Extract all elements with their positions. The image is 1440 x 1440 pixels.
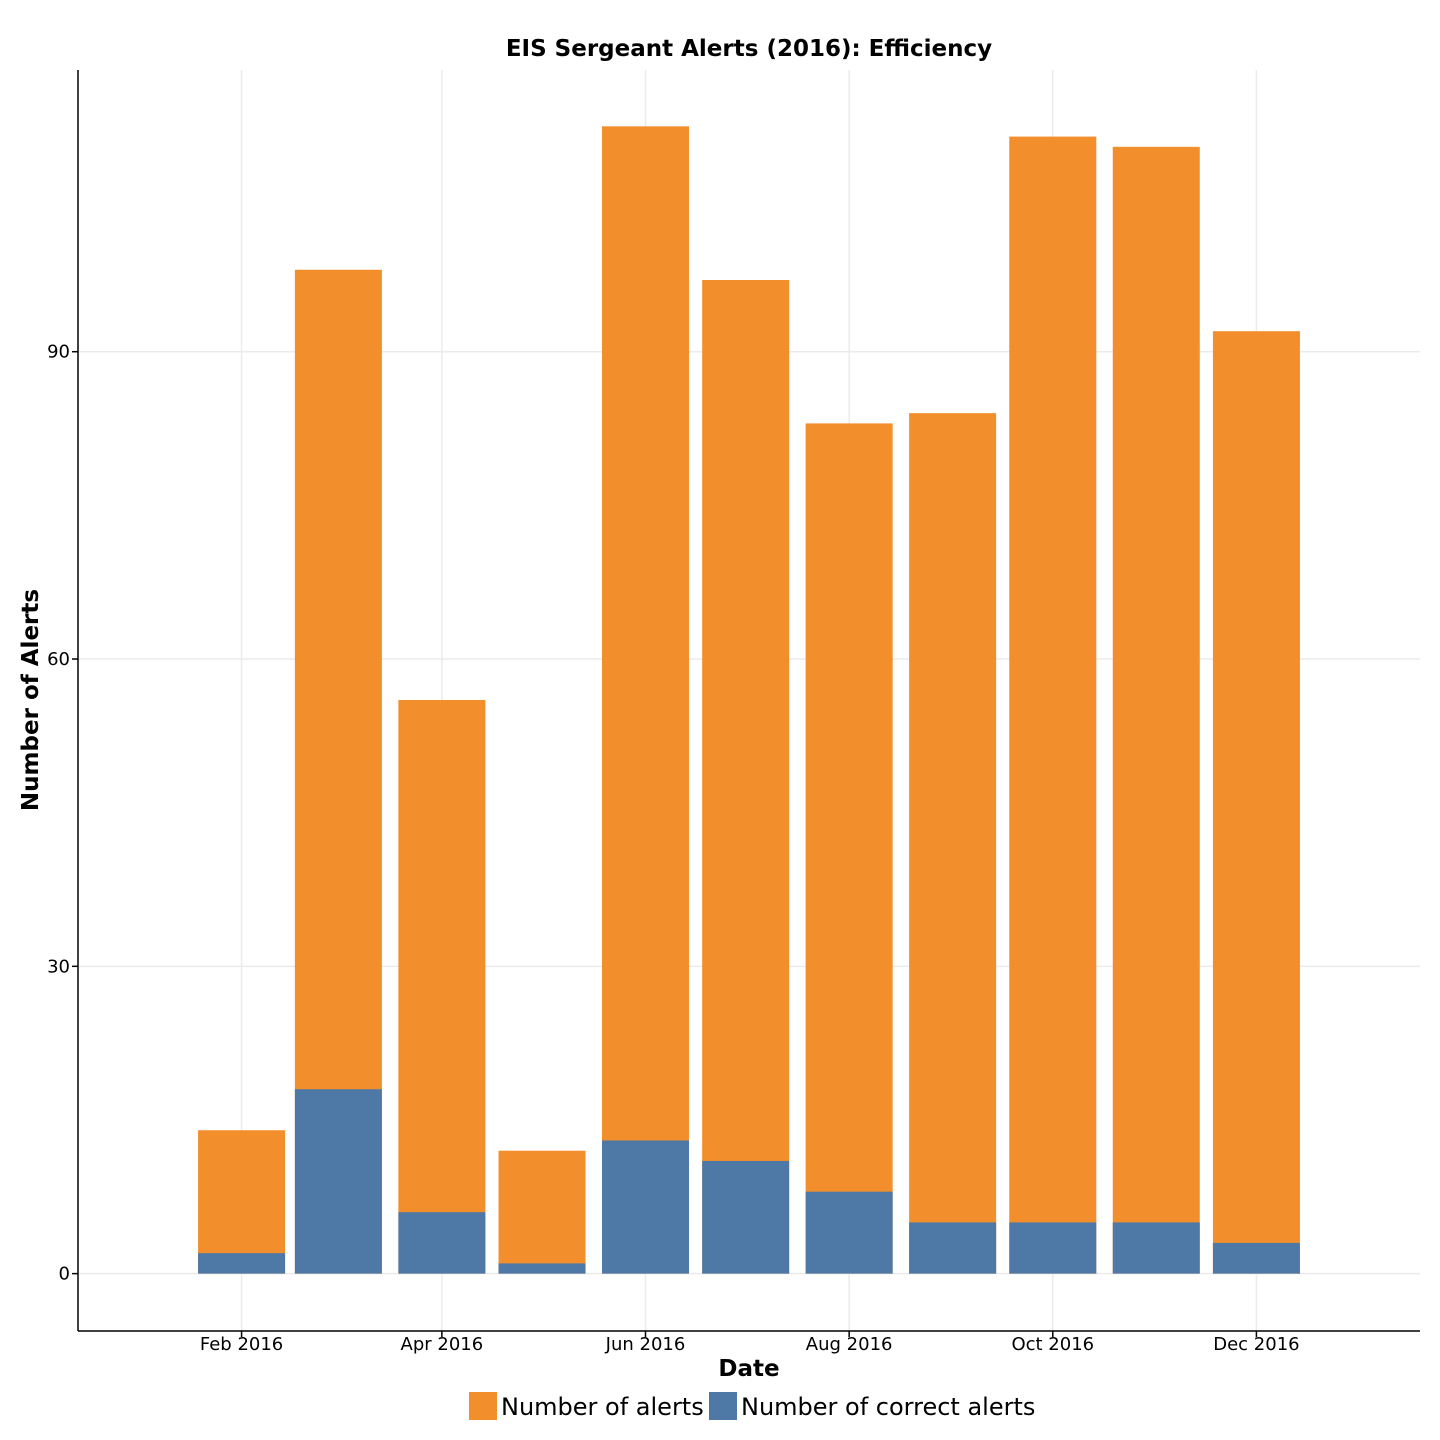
x-tick-label: Jun 2016 [605, 1334, 686, 1355]
bar-number-of-alerts [398, 699, 486, 1274]
x-axis-label: Date [718, 1356, 779, 1382]
bar-number-of-alerts [198, 1130, 286, 1274]
bar-number-of-alerts [1112, 146, 1200, 1274]
x-tick-label: Feb 2016 [200, 1334, 283, 1355]
y-tick-label: 60 [47, 649, 70, 670]
y-tick-label: 90 [47, 342, 70, 363]
bar-number-of-correct-alerts [294, 1089, 382, 1274]
legend: Number of alerts Number of correct alerts [469, 1392, 1035, 1421]
chart-title: EIS Sergeant Alerts (2016): Efficiency [506, 36, 992, 62]
y-tick-label: 0 [59, 1264, 70, 1285]
bar-number-of-correct-alerts [398, 1212, 486, 1274]
bar-number-of-correct-alerts [702, 1160, 790, 1274]
legend-label: Number of correct alerts [741, 1393, 1035, 1421]
bar-number-of-correct-alerts [1212, 1242, 1300, 1274]
bar-number-of-correct-alerts [602, 1140, 690, 1274]
bar-number-of-alerts [805, 423, 893, 1274]
x-tick-label: Apr 2016 [401, 1334, 484, 1355]
y-tick-label: 30 [47, 956, 70, 977]
bar-number-of-correct-alerts [1112, 1222, 1200, 1274]
x-tick-label: Aug 2016 [806, 1334, 893, 1355]
y-axis-label: Number of Alerts [18, 589, 44, 811]
bar-number-of-alerts [602, 126, 690, 1274]
legend-swatch [469, 1392, 497, 1420]
x-tick-label: Dec 2016 [1213, 1334, 1299, 1355]
bar-number-of-correct-alerts [909, 1222, 997, 1274]
axes: 0 30 60 90 Feb 2016 Apr 2016 Jun 2016 Aug 2016 O… [47, 70, 1420, 1355]
bar-number-of-alerts [1212, 331, 1300, 1274]
legend-label: Number of alerts [501, 1393, 704, 1421]
legend-swatch [709, 1392, 737, 1420]
bar-number-of-alerts [702, 279, 790, 1274]
bar-number-of-alerts [498, 1150, 586, 1274]
bar-number-of-alerts [909, 413, 997, 1274]
bar-number-of-correct-alerts [1009, 1222, 1097, 1274]
bars [198, 126, 1300, 1274]
bar-number-of-correct-alerts [198, 1253, 286, 1274]
bar-number-of-correct-alerts [498, 1263, 586, 1274]
bar-number-of-correct-alerts [805, 1191, 893, 1274]
bar-number-of-alerts [1009, 136, 1097, 1274]
x-tick-label: Oct 2016 [1011, 1334, 1094, 1355]
